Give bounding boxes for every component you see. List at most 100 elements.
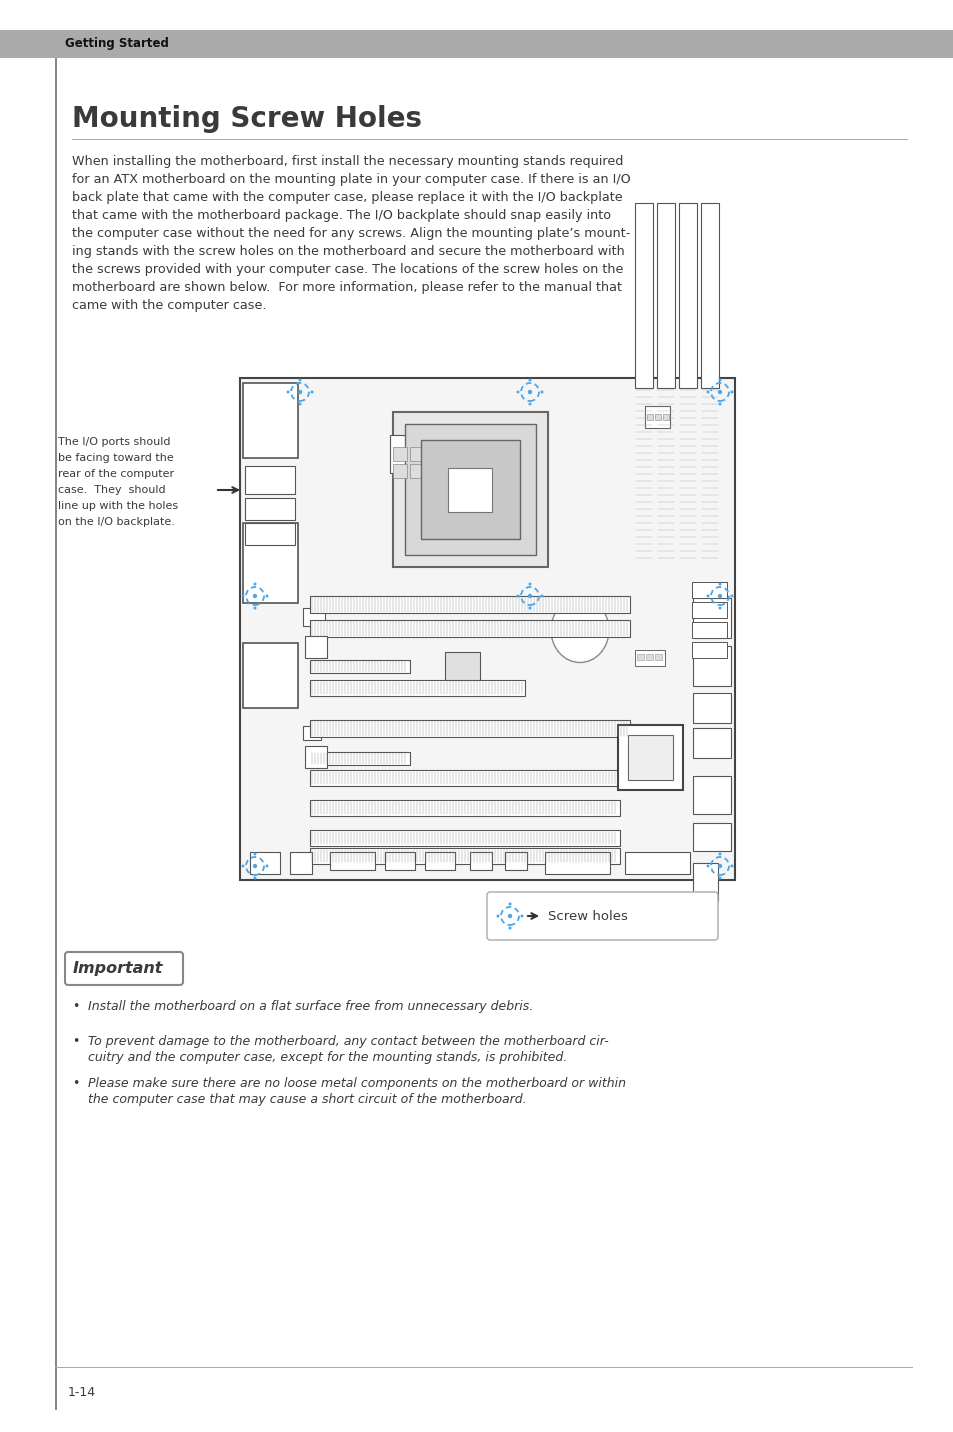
- Text: Mounting Screw Holes: Mounting Screw Holes: [71, 105, 421, 133]
- Text: back plate that came with the computer case, please replace it with the I/O back: back plate that came with the computer c…: [71, 190, 622, 203]
- Bar: [240, 378, 734, 881]
- Bar: [424, 852, 455, 871]
- Bar: [691, 642, 726, 657]
- Circle shape: [718, 876, 720, 879]
- Circle shape: [706, 594, 709, 597]
- Bar: [385, 852, 415, 871]
- Bar: [310, 680, 524, 696]
- Text: 1-14: 1-14: [68, 1386, 96, 1399]
- Circle shape: [730, 391, 733, 394]
- Circle shape: [298, 378, 301, 381]
- Bar: [390, 435, 428, 473]
- Bar: [245, 523, 294, 546]
- Circle shape: [527, 594, 532, 599]
- Bar: [692, 599, 730, 639]
- Circle shape: [718, 607, 720, 610]
- Bar: [405, 424, 536, 556]
- Circle shape: [718, 852, 720, 855]
- Bar: [504, 852, 526, 871]
- Circle shape: [730, 594, 733, 597]
- Bar: [657, 203, 675, 388]
- Text: Please make sure there are no loose metal components on the motherboard or withi: Please make sure there are no loose meta…: [88, 1077, 625, 1090]
- Bar: [679, 203, 697, 388]
- Bar: [644, 407, 669, 428]
- Bar: [662, 414, 668, 420]
- Circle shape: [718, 378, 720, 381]
- Bar: [646, 414, 652, 420]
- Circle shape: [241, 594, 244, 597]
- Bar: [303, 726, 320, 740]
- Bar: [310, 596, 629, 613]
- Circle shape: [516, 594, 519, 597]
- Bar: [627, 735, 672, 780]
- Circle shape: [528, 583, 531, 586]
- Circle shape: [496, 915, 499, 918]
- Bar: [330, 852, 375, 871]
- Bar: [243, 523, 297, 603]
- FancyBboxPatch shape: [486, 892, 718, 939]
- Circle shape: [718, 583, 720, 586]
- Text: the computer case without the need for any screws. Align the mounting plate’s mo: the computer case without the need for a…: [71, 228, 630, 241]
- Bar: [393, 464, 407, 478]
- Bar: [692, 727, 730, 758]
- Circle shape: [706, 391, 709, 394]
- Bar: [691, 601, 726, 619]
- Bar: [410, 464, 423, 478]
- Text: •: •: [71, 1000, 79, 1012]
- Text: Install the motherboard on a flat surface free from unnecessary debris.: Install the motherboard on a flat surfac…: [88, 1000, 533, 1012]
- Bar: [645, 654, 652, 660]
- Ellipse shape: [551, 597, 608, 663]
- Circle shape: [253, 876, 256, 879]
- Bar: [410, 447, 423, 461]
- Bar: [700, 203, 719, 388]
- Bar: [245, 465, 294, 494]
- Circle shape: [241, 865, 244, 868]
- Bar: [310, 770, 619, 786]
- Circle shape: [520, 915, 523, 918]
- Bar: [310, 620, 629, 637]
- Bar: [243, 643, 297, 707]
- Bar: [305, 746, 327, 768]
- Text: Getting Started: Getting Started: [65, 37, 169, 50]
- Text: case.  They  should: case. They should: [58, 485, 166, 495]
- Bar: [692, 863, 718, 901]
- Circle shape: [540, 391, 543, 394]
- Circle shape: [265, 594, 268, 597]
- Bar: [250, 852, 280, 874]
- Text: •: •: [71, 1035, 79, 1048]
- Bar: [444, 652, 479, 680]
- Bar: [420, 440, 519, 538]
- Circle shape: [253, 594, 257, 599]
- Circle shape: [265, 865, 268, 868]
- Text: line up with the holes: line up with the holes: [58, 501, 178, 511]
- Text: motherboard are shown below.  For more information, please refer to the manual t: motherboard are shown below. For more in…: [71, 281, 621, 294]
- Bar: [692, 693, 730, 723]
- Circle shape: [298, 402, 301, 405]
- Text: When installing the motherboard, first install the necessary mounting stands req: When installing the motherboard, first i…: [71, 155, 622, 168]
- Text: ing stands with the screw holes on the motherboard and secure the motherboard wi: ing stands with the screw holes on the m…: [71, 245, 624, 258]
- Bar: [691, 581, 726, 599]
- Circle shape: [508, 902, 511, 905]
- Bar: [691, 621, 726, 639]
- Bar: [470, 852, 492, 871]
- Circle shape: [528, 607, 531, 610]
- Circle shape: [508, 927, 511, 929]
- Circle shape: [717, 594, 721, 599]
- Bar: [303, 609, 325, 626]
- Bar: [290, 852, 312, 874]
- Circle shape: [718, 402, 720, 405]
- Bar: [637, 654, 643, 660]
- Circle shape: [516, 391, 519, 394]
- Bar: [305, 636, 327, 657]
- Circle shape: [527, 390, 532, 394]
- Text: Important: Important: [73, 961, 163, 975]
- Bar: [624, 852, 689, 874]
- Circle shape: [253, 852, 256, 855]
- Text: the screws provided with your computer case. The locations of the screw holes on: the screws provided with your computer c…: [71, 263, 622, 276]
- Circle shape: [310, 391, 314, 394]
- FancyBboxPatch shape: [65, 952, 183, 985]
- Bar: [635, 203, 652, 388]
- Text: cuitry and the computer case, except for the mounting stands, is prohibited.: cuitry and the computer case, except for…: [88, 1051, 567, 1064]
- Bar: [310, 800, 619, 816]
- Bar: [310, 831, 619, 846]
